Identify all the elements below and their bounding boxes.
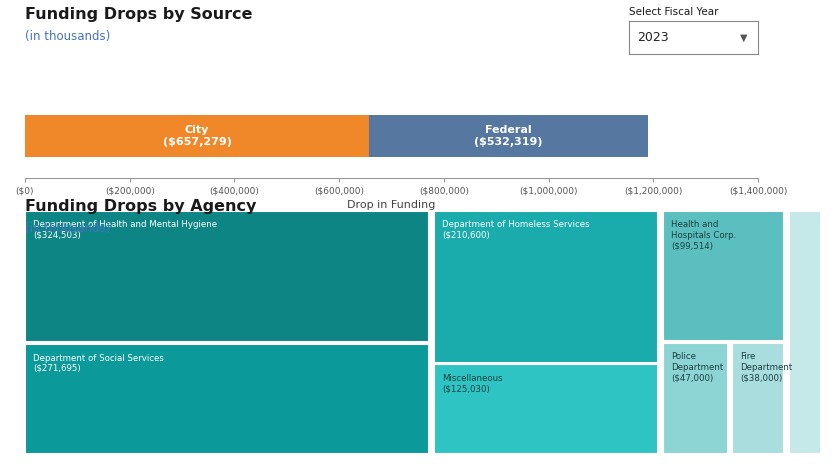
FancyBboxPatch shape [25,211,429,342]
Text: Funding Drops by Source: Funding Drops by Source [25,7,252,22]
FancyBboxPatch shape [663,211,784,341]
Text: ▼: ▼ [741,32,748,43]
Text: City
($657,279): City ($657,279) [162,125,232,146]
Text: 2023: 2023 [636,31,668,44]
Bar [25,115,369,157]
Text: Department of Homeless Services
($210,600): Department of Homeless Services ($210,60… [442,220,590,240]
Text: (in thousands): (in thousands) [25,30,110,44]
Bar [369,115,648,157]
Text: Fire
Department
($38,000): Fire Department ($38,000) [741,352,792,382]
FancyBboxPatch shape [434,364,658,454]
X-axis label: Drop in Funding: Drop in Funding [347,200,436,210]
FancyBboxPatch shape [25,344,429,454]
Text: Police
Department
($47,000): Police Department ($47,000) [671,352,723,382]
Text: Federal
($532,319): Federal ($532,319) [474,125,543,146]
Text: Miscellaneous
($125,030): Miscellaneous ($125,030) [442,374,502,393]
Text: Department of Social Services
($271,695): Department of Social Services ($271,695) [33,353,164,373]
Text: Department of Health and Mental Hygiene
($324,503): Department of Health and Mental Hygiene … [33,220,217,240]
FancyBboxPatch shape [732,343,784,454]
FancyBboxPatch shape [789,211,821,454]
Text: Health and
Hospitals Corp.
($99,514): Health and Hospitals Corp. ($99,514) [671,220,736,250]
Text: (in thousands): (in thousands) [25,222,110,235]
Text: Select Fiscal Year: Select Fiscal Year [629,7,718,17]
FancyBboxPatch shape [663,343,727,454]
FancyBboxPatch shape [434,211,658,363]
Text: Funding Drops by Agency: Funding Drops by Agency [25,199,257,214]
